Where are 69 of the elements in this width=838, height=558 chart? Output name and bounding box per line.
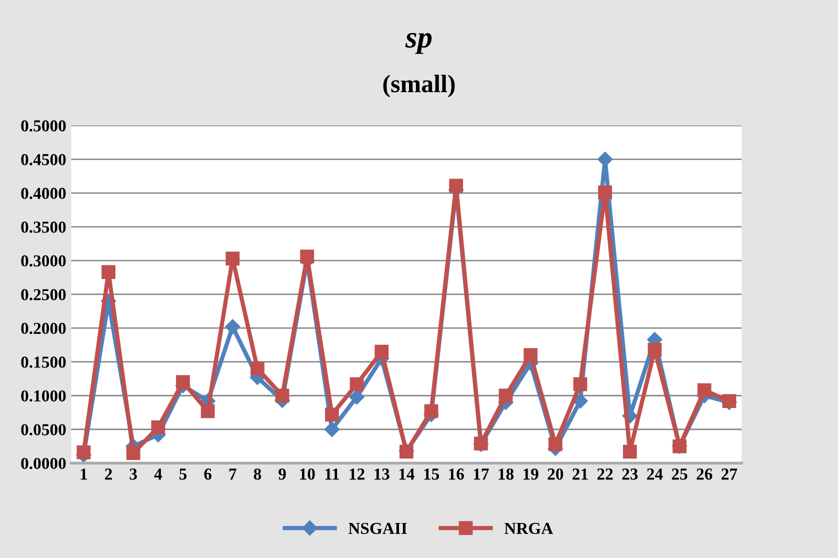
point [200, 404, 215, 418]
x-tick-label: 23 [622, 468, 638, 480]
point [324, 422, 340, 437]
x-tick-label: 18 [498, 468, 514, 480]
legend-label: NSGAII [348, 522, 407, 534]
legend-label: NRGA [504, 522, 554, 534]
x-tick-label: 25 [672, 468, 688, 480]
point [597, 152, 613, 167]
y-tick-label: 0.4000 [21, 188, 66, 200]
x-tick-label: 1 [80, 468, 87, 480]
x-tick-label: 15 [424, 468, 439, 480]
y-tick-label: 0.3000 [21, 255, 66, 267]
point [226, 252, 240, 266]
x-tick-label: 11 [325, 468, 339, 480]
point [349, 389, 364, 405]
point [697, 383, 712, 398]
x-tick-label: 8 [254, 468, 262, 480]
x-tick-label: 12 [350, 468, 364, 480]
point [225, 319, 240, 334]
x-tick-label: 7 [229, 468, 236, 480]
point [151, 420, 166, 434]
point [126, 446, 140, 460]
point [374, 344, 389, 359]
x-tick-label: 3 [130, 468, 137, 480]
x-tick-label: 14 [399, 468, 414, 480]
x-tick-label: 24 [647, 468, 663, 480]
y-tick-label: 0.2500 [21, 289, 66, 300]
y-tick-label: 0.0000 [21, 458, 66, 470]
x-tick-label: 9 [278, 468, 286, 480]
x-tick-label: 27 [722, 468, 738, 480]
x-tick-label: 5 [179, 468, 187, 480]
x-tick-label: 26 [696, 468, 712, 480]
point [350, 377, 364, 392]
point [102, 265, 116, 280]
x-tick-label: 2 [105, 468, 112, 480]
x-tick-label: 22 [597, 468, 613, 480]
point [722, 394, 736, 408]
point [524, 348, 538, 362]
point [548, 437, 562, 452]
x-tick-label: 19 [524, 468, 538, 480]
x-tick-label: 13 [374, 468, 390, 480]
point [498, 388, 513, 403]
point [275, 388, 290, 403]
x-tick-label: 16 [449, 468, 464, 480]
y-tick-label: 0.1000 [21, 390, 66, 402]
point [622, 444, 637, 459]
point [573, 377, 588, 392]
y-tick-label: 0.1500 [21, 356, 66, 368]
point [449, 178, 464, 193]
y-tick-label: 0.0500 [21, 424, 66, 436]
chart-subtitle: (small) [383, 74, 455, 98]
point [324, 408, 339, 422]
x-tick-label: 20 [548, 468, 564, 480]
x-tick-label: 10 [300, 468, 315, 480]
point [250, 362, 264, 376]
point [300, 250, 314, 264]
point [76, 445, 91, 460]
point [598, 185, 612, 200]
y-tick-label: 0.4500 [21, 154, 66, 166]
point [648, 342, 662, 357]
x-tick-label: 17 [474, 468, 489, 480]
point [572, 393, 588, 409]
x-tick-label: 4 [154, 468, 162, 480]
chart-title: sp [405, 33, 432, 54]
x-tick-label: 6 [204, 468, 212, 480]
y-tick-label: 0.5000 [21, 120, 66, 132]
x-tick-label: 21 [572, 468, 588, 480]
y-tick-label: 0.2000 [21, 322, 66, 334]
y-tick-label: 0.3500 [21, 222, 66, 233]
